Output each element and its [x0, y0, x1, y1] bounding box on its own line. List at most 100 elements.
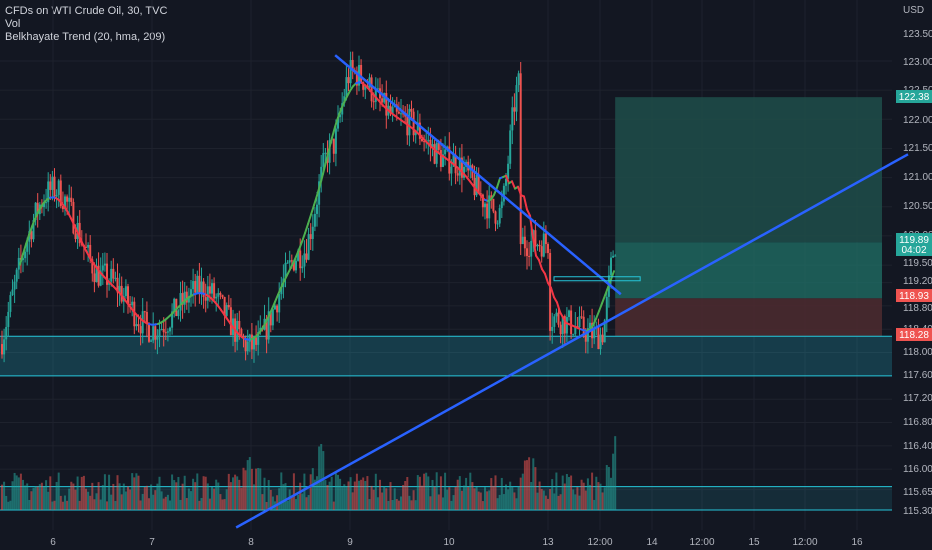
candle-body	[400, 113, 402, 115]
volume-bar	[255, 468, 258, 510]
candle-body	[452, 154, 455, 167]
candle-body	[410, 108, 413, 112]
volume-bar	[540, 488, 543, 510]
candle-body	[316, 204, 318, 214]
candle-body	[61, 206, 64, 210]
volume-bar	[379, 479, 381, 510]
volume-bar	[106, 501, 108, 510]
volume-bar	[460, 490, 463, 510]
candle-body	[343, 96, 346, 104]
candle-body	[255, 337, 258, 345]
volume-bar	[257, 467, 260, 510]
candle-body	[530, 240, 533, 257]
candle-body	[87, 244, 90, 248]
candle-body	[540, 246, 543, 257]
candle-body	[431, 144, 434, 148]
volume-bar	[591, 472, 594, 510]
volume-bar	[488, 490, 491, 510]
volume-bar	[238, 479, 241, 510]
volume-bar	[568, 477, 570, 510]
volume-bar	[76, 476, 79, 510]
candle-body	[110, 268, 113, 282]
candle-body	[15, 269, 18, 282]
trend-segment	[34, 211, 39, 220]
candle-body	[93, 273, 96, 283]
trend-segment	[79, 237, 84, 246]
volume-bar	[28, 499, 31, 510]
y-tick-label: 116.40	[903, 441, 932, 452]
candle-body	[112, 268, 115, 279]
volume-bar	[82, 475, 85, 510]
volume-bar	[208, 498, 211, 510]
volume-bar	[225, 489, 228, 510]
volume-bar	[408, 495, 411, 510]
volume-bar	[124, 491, 127, 510]
candle-body	[30, 231, 33, 240]
candle-body	[223, 297, 226, 316]
volume-bar	[162, 498, 165, 510]
candle-body	[45, 202, 48, 204]
candle-body	[542, 233, 545, 257]
volume-bar	[215, 479, 218, 510]
candle-body	[603, 320, 606, 343]
candle-body	[477, 174, 480, 194]
volume-bar	[450, 500, 453, 510]
volume-bar	[542, 490, 545, 510]
candle-body	[74, 233, 77, 239]
volume-bar	[45, 480, 48, 510]
target-zone	[615, 97, 882, 243]
volume-bar	[156, 483, 159, 510]
candle-body	[145, 312, 148, 325]
x-tick-label: 16	[851, 537, 863, 548]
volume-bar	[490, 478, 493, 510]
trend-segment	[331, 125, 336, 139]
volume-bar	[114, 500, 117, 510]
volume-bar	[288, 489, 291, 510]
candle-body	[227, 305, 230, 308]
trend-segment	[286, 268, 291, 277]
trend-segment	[610, 270, 615, 281]
candle-body	[217, 293, 220, 297]
candle-body	[565, 317, 568, 334]
volume-bar	[431, 479, 434, 510]
volume-bar	[557, 495, 560, 510]
y-tick-label: 122.00	[903, 115, 932, 126]
volume-bar	[236, 476, 239, 510]
trend-segment	[316, 184, 321, 197]
candle-body	[492, 198, 495, 212]
candle-body	[536, 244, 539, 247]
candle-body	[70, 197, 73, 202]
volume-bar	[351, 492, 354, 510]
volume-bar	[303, 473, 306, 510]
x-tick-label: 7	[149, 537, 155, 548]
candle-body	[66, 196, 69, 202]
candle-body	[278, 294, 281, 313]
chart-legend: CFDs on WTI Crude Oil, 30, TVC Vol Belkh…	[5, 5, 167, 44]
volume-bar	[580, 479, 583, 510]
volume-bar	[494, 475, 497, 510]
trend-segment	[307, 213, 312, 226]
candle-body	[244, 338, 247, 352]
trend-segment	[70, 217, 75, 226]
candle-body	[332, 138, 335, 154]
trend-segment	[334, 116, 339, 128]
volume-bar	[286, 500, 289, 510]
candle-body	[544, 233, 547, 245]
volume-bar	[486, 491, 489, 510]
candle-body	[219, 293, 222, 295]
trend-segment	[550, 286, 555, 299]
volume-bar	[19, 473, 22, 510]
candle-body	[429, 139, 432, 148]
candle-body	[307, 234, 310, 260]
trend-segment	[28, 225, 33, 236]
volume-bar	[59, 495, 62, 510]
volume-bar	[496, 498, 499, 510]
candle-body	[106, 263, 108, 285]
trend-segment	[538, 259, 543, 271]
volume-bar	[448, 487, 451, 510]
trend-segment	[292, 255, 297, 265]
trendline-descending	[334, 54, 622, 296]
candle-body	[376, 88, 379, 90]
candle-body	[322, 153, 325, 167]
